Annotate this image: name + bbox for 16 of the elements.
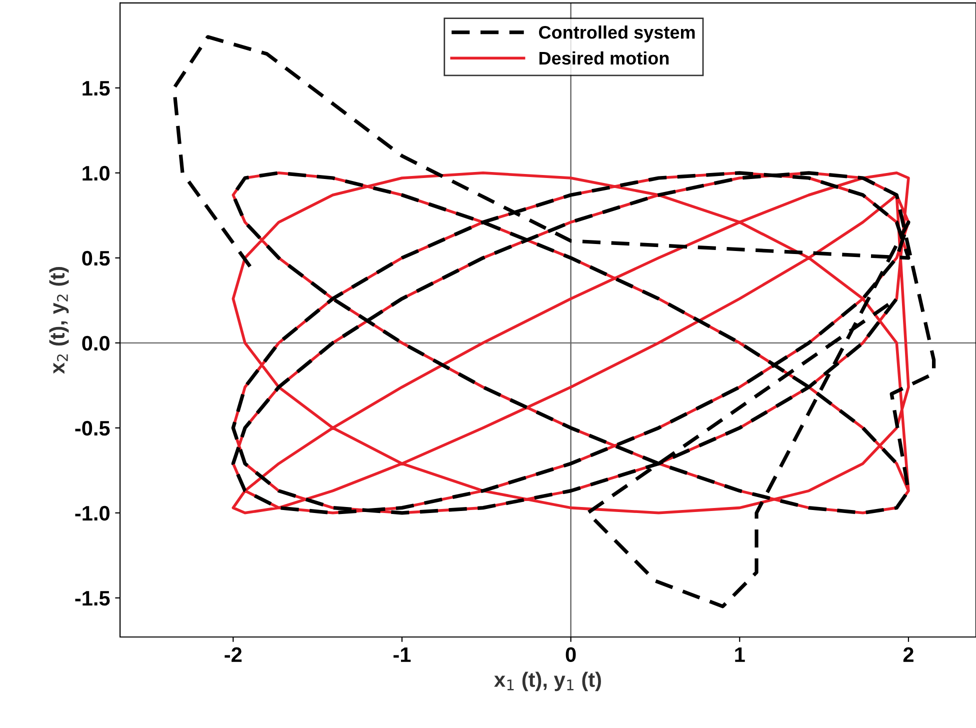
- y-axis-title: x$_{2}$ (t), y$_{2}$ (t): [49, 267, 69, 374]
- x-tick-label: -1: [394, 647, 411, 662]
- y-tick-label: 0.5: [82, 250, 110, 266]
- y-tick-label: -1.5: [75, 591, 110, 606]
- y-tick-label: 0.0: [82, 336, 110, 351]
- y-tick-label: -0.5: [75, 420, 110, 436]
- legend-label: Desired motion: [539, 51, 669, 65]
- x-tick-label: -2: [224, 647, 242, 662]
- legend-label: Controlled system: [539, 26, 695, 42]
- x-tick-label: 0: [566, 647, 576, 662]
- x-tick-label: 1: [735, 647, 745, 662]
- x-axis-title: x$_{1}$ (t), y$_{1}$ (t): [494, 672, 601, 692]
- y-tick-label: 1.5: [82, 81, 110, 96]
- y-tick-label: -1.0: [75, 506, 110, 521]
- y-tick-label: 1.0: [82, 166, 110, 181]
- x-tick-label: 2: [903, 647, 914, 662]
